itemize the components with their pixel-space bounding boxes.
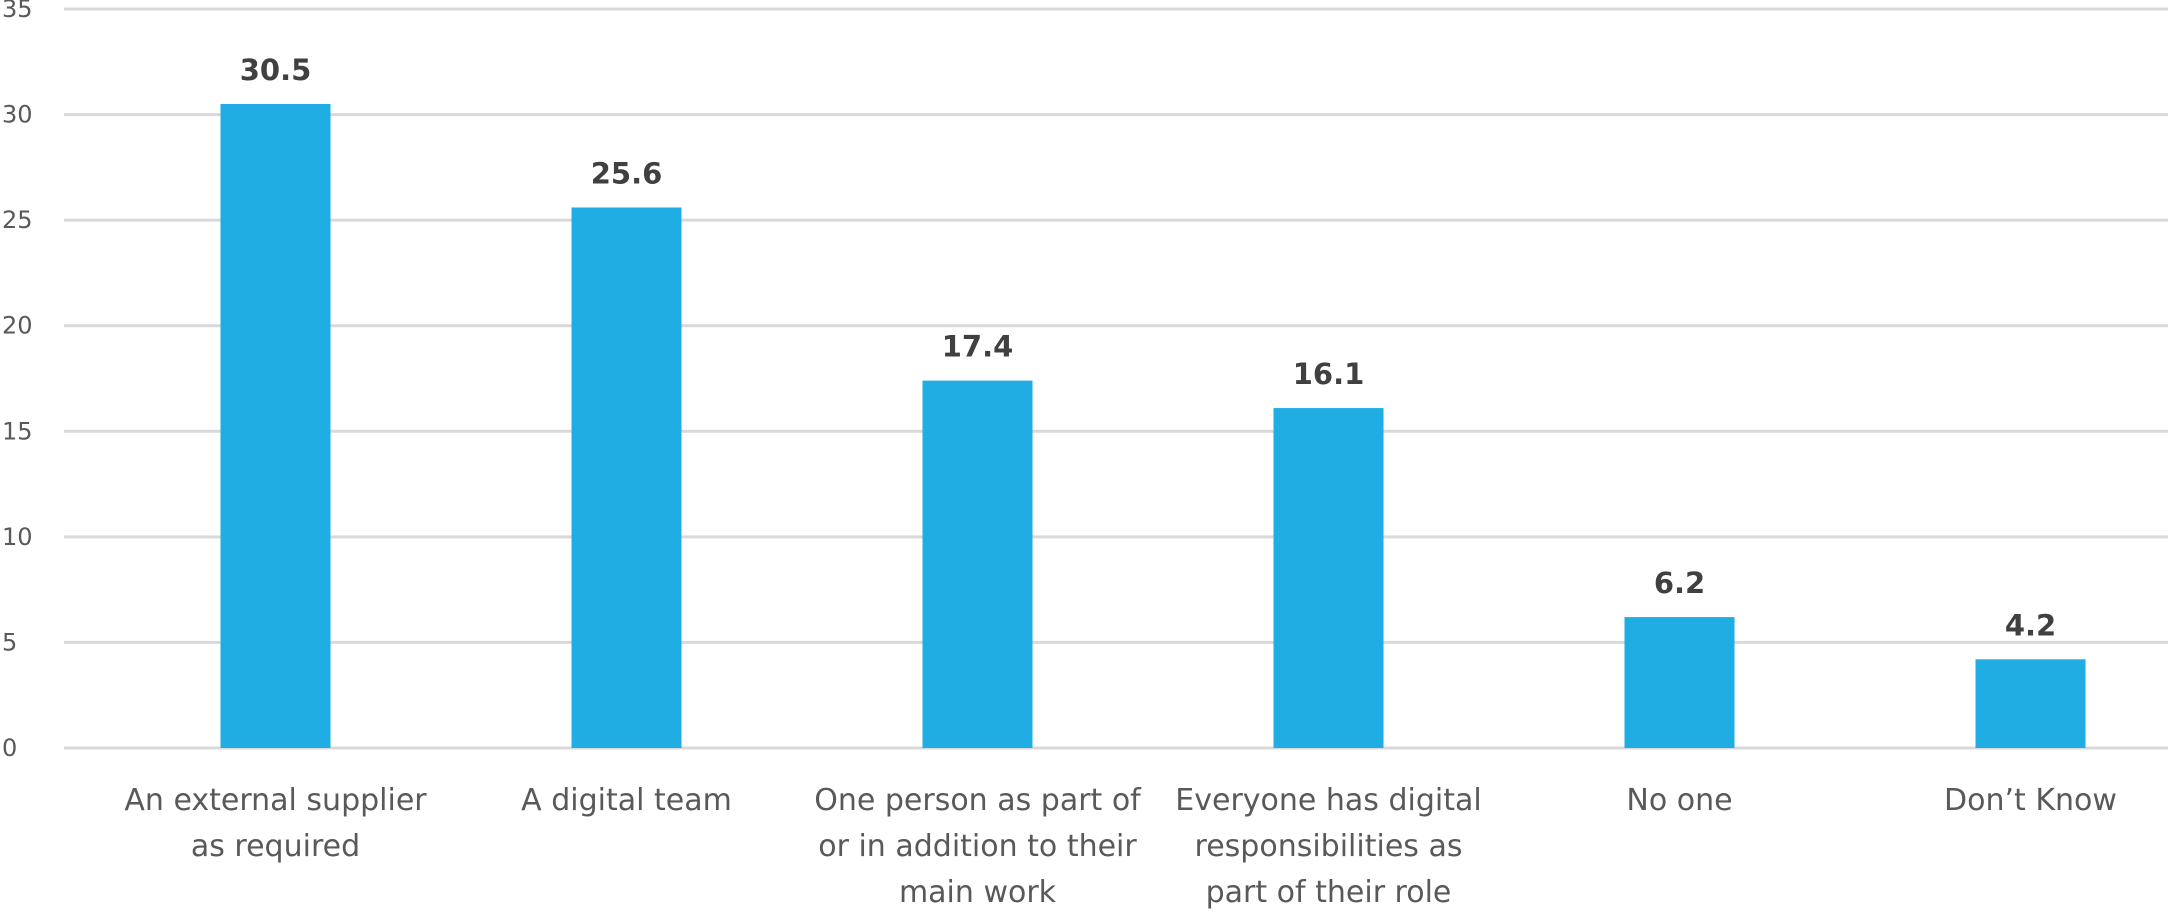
bar bbox=[1976, 659, 2086, 748]
grid-lines bbox=[64, 9, 2168, 748]
data-labels: 30.5 25.6 17.4 16.1 6.2 4.2 bbox=[240, 53, 2056, 642]
y-tick-label: 35 bbox=[2, 0, 33, 23]
data-label: 17.4 bbox=[942, 330, 1014, 364]
data-label: 6.2 bbox=[1654, 566, 1705, 600]
x-tick-label: An external supplier as required bbox=[111, 778, 441, 870]
x-tick-label: One person as part of or in addition to … bbox=[813, 778, 1143, 916]
data-label: 25.6 bbox=[591, 156, 663, 190]
data-label: 16.1 bbox=[1293, 357, 1365, 391]
bar bbox=[1274, 408, 1384, 748]
bar bbox=[923, 381, 1033, 748]
y-tick-label: 10 bbox=[2, 523, 33, 551]
data-label: 4.2 bbox=[2005, 608, 2056, 642]
data-label: 30.5 bbox=[240, 53, 312, 87]
bar bbox=[221, 104, 331, 748]
x-tick-label: Everyone has digital responsibilities as… bbox=[1164, 778, 1494, 916]
bar bbox=[572, 207, 682, 748]
y-axis-ticks: 0 5 10 15 20 25 30 35 bbox=[2, 0, 33, 762]
x-tick-label: Don’t Know bbox=[1866, 778, 2168, 824]
x-tick-label: No one bbox=[1515, 778, 1845, 824]
y-tick-label: 15 bbox=[2, 417, 33, 445]
y-tick-label: 30 bbox=[2, 101, 33, 129]
y-tick-label: 20 bbox=[2, 312, 33, 340]
y-tick-label: 0 bbox=[2, 734, 17, 762]
bars bbox=[221, 104, 2086, 748]
y-tick-label: 25 bbox=[2, 206, 33, 234]
x-tick-label: A digital team bbox=[462, 778, 792, 824]
bar bbox=[1625, 617, 1735, 748]
y-tick-label: 5 bbox=[2, 628, 17, 656]
